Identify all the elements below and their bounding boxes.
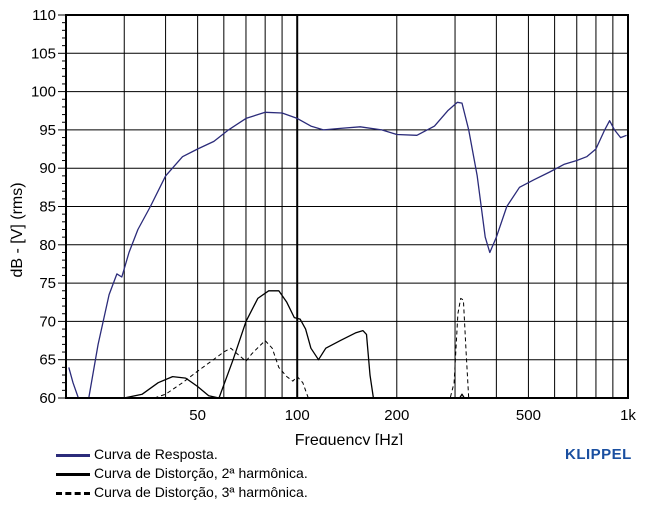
y-tick-label: 60 (39, 390, 56, 407)
y-tick-label: 90 (39, 160, 56, 177)
y-tick-label: 110 (32, 7, 56, 24)
y-tick-label: 75 (39, 275, 56, 292)
series-line-third-harmonic (154, 297, 470, 398)
series-line-response (68, 101, 627, 398)
x-tick-label: 100 (285, 407, 310, 424)
x-axis-label: Frequency [Hz] (295, 432, 403, 445)
y-tick-label: 65 (39, 352, 56, 369)
y-tick-marks (58, 14, 66, 399)
legend-swatch-second-harmonic (56, 473, 90, 476)
y-tick-label: 85 (39, 199, 56, 216)
x-tick-label: 1k (620, 407, 636, 424)
x-tick-label: 50 (189, 407, 206, 424)
x-tick-label: 200 (384, 407, 409, 424)
x-tick-labels: 50 100 200 500 1k (189, 407, 636, 424)
legend-label-response: Curva de Resposta. (94, 446, 218, 462)
y-tick-label: 100 (31, 84, 56, 101)
y-tick-label: 95 (39, 122, 56, 139)
y-tick-label: 70 (39, 313, 56, 330)
legend-label-third-harmonic: Curva de Distorção, 3ª harmônica. (94, 484, 308, 500)
y-tick-labels: 60 65 70 75 80 85 90 95 100 105 110 (31, 7, 56, 407)
y-tick-label: 105 (31, 45, 56, 62)
klippel-logo: KLIPPEL (565, 446, 632, 463)
series-layer (68, 101, 627, 398)
y-axis-label: dB - [V] (rms) (9, 182, 26, 277)
series-line-second-harmonic (124, 290, 467, 398)
legend-label-second-harmonic: Curva de Distorção, 2ª harmônica. (94, 465, 308, 481)
legend-swatch-response (56, 454, 90, 457)
y-tick-label: 80 (39, 237, 56, 254)
legend-swatch-third-harmonic (56, 492, 90, 495)
minor-grid (66, 14, 628, 399)
x-tick-label: 500 (516, 407, 541, 424)
